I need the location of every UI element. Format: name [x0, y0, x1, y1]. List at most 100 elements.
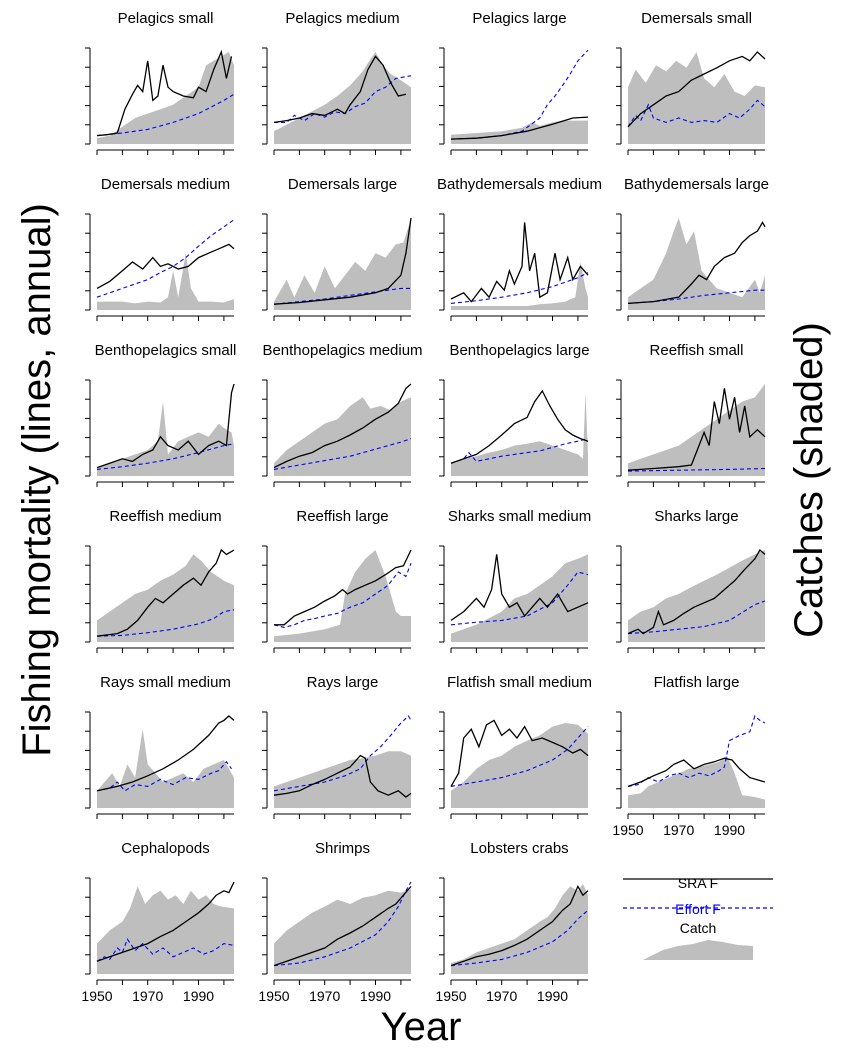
panel-title: Benthopelagics large	[449, 342, 589, 359]
catch-area	[628, 550, 765, 642]
panel-title: Flatfish large	[654, 674, 740, 691]
sra-line	[96, 49, 233, 137]
sra-line	[627, 51, 766, 128]
catch-area	[451, 392, 588, 476]
sra-line	[96, 383, 235, 469]
x-tick-label: 1950	[435, 988, 466, 1004]
panel: Demersals large	[262, 176, 412, 321]
effort-line	[96, 443, 235, 470]
panel: 1950 1970 1990 Shrimps	[258, 840, 412, 1004]
x-tick-label: 1990	[537, 988, 568, 1004]
effort-line	[627, 289, 765, 304]
panel: 1950 1970 1990 Flatfish large	[612, 674, 766, 838]
sra-line	[450, 222, 589, 303]
panel-title: Bathydemersals medium	[437, 176, 602, 193]
catch-area	[274, 889, 411, 974]
panel-title: Rays large	[307, 674, 379, 691]
panel-title: Cephalopods	[121, 840, 209, 857]
sra-line	[274, 549, 412, 626]
catch-area	[628, 384, 765, 476]
effort-line	[96, 609, 235, 637]
panel: Pelagics medium	[262, 10, 412, 155]
catch-area	[97, 253, 234, 310]
panel: Demersals medium	[85, 176, 235, 321]
panel-title: Demersals large	[288, 176, 397, 193]
panel: 1950 1970 1990 Lobsters crabs	[435, 840, 589, 1004]
panel: Sharks small medium	[439, 508, 591, 653]
y-axis-right-label: Catches (shaded)	[787, 322, 831, 638]
panel-title: Sharks small medium	[448, 508, 591, 525]
legend-catch-swatch	[643, 940, 753, 960]
effort-line	[273, 563, 412, 628]
sra-line	[96, 881, 235, 962]
panel-title: Lobsters crabs	[470, 840, 568, 857]
sra-line	[273, 55, 407, 124]
sra-line	[273, 383, 412, 469]
panel: Flatfish small medium	[439, 674, 592, 819]
catch-area	[274, 52, 411, 144]
catch-area	[97, 401, 234, 476]
sra-line	[627, 388, 766, 471]
sra-line	[450, 884, 589, 967]
panel: 1950 1970 1990 Cephalopods	[81, 840, 235, 1004]
sra-line	[96, 243, 235, 289]
effort-line	[273, 287, 411, 305]
effort-line	[96, 760, 232, 792]
panel: Benthopelagics large	[439, 342, 590, 487]
panel-title: Pelagics large	[472, 10, 566, 27]
effort-line	[273, 438, 412, 470]
panel-title: Demersals medium	[101, 176, 230, 193]
effort-line	[450, 571, 589, 626]
panel: Benthopelagics small	[85, 342, 236, 487]
panel-title: Benthopelagics small	[95, 342, 237, 359]
sra-line	[273, 217, 412, 305]
effort-line	[450, 726, 589, 787]
x-tick-label: 1970	[132, 988, 163, 1004]
effort-line	[96, 219, 235, 298]
y-axis-left-label: Fishing mortality (lines, annual)	[15, 203, 59, 757]
panel-title: Pelagics medium	[285, 10, 399, 27]
x-axis-label: Year	[381, 1005, 462, 1049]
catch-area	[274, 397, 411, 476]
catch-area	[97, 554, 234, 642]
catch-area	[97, 729, 234, 808]
catch-area	[274, 751, 411, 808]
sra-line	[450, 116, 589, 140]
legend-catch-label: Catch	[680, 920, 717, 936]
panel: Benthopelagics medium	[262, 342, 423, 487]
catch-area	[628, 218, 765, 310]
panel-title: Reeffish small	[650, 342, 744, 359]
catch-area	[274, 550, 411, 642]
catch-area	[451, 262, 588, 310]
x-tick-label: 1970	[309, 988, 340, 1004]
catch-area	[628, 52, 765, 144]
effort-line	[450, 272, 589, 304]
panel: Rays large	[262, 674, 412, 819]
panel-title: Pelagics small	[118, 10, 214, 27]
x-tick-label: 1950	[81, 988, 112, 1004]
legend-effort-label: Effort F	[675, 901, 721, 917]
panel: Reeffish small	[616, 342, 766, 487]
effort-line	[450, 909, 589, 967]
panel-title: Sharks large	[654, 508, 738, 525]
legend: SRA F Effort F Catch	[623, 875, 773, 960]
x-tick-label: 1990	[714, 822, 745, 838]
panel: Bathydemersals medium	[437, 176, 602, 321]
catch-area	[628, 755, 765, 808]
sra-line	[627, 221, 766, 305]
panel: Pelagics large	[439, 10, 589, 155]
effort-line	[96, 93, 235, 137]
x-tick-label: 1950	[258, 988, 289, 1004]
panel: Demersals small	[616, 10, 766, 155]
panel-title: Flatfish small medium	[447, 674, 592, 691]
panel-title: Rays small medium	[100, 674, 231, 691]
catch-area	[97, 886, 234, 974]
panel: Pelagics small	[85, 10, 235, 155]
catch-area	[274, 222, 411, 310]
panel-title: Demersals small	[641, 10, 752, 27]
catch-area	[451, 883, 588, 974]
sra-line	[450, 389, 589, 464]
panel-title: Reeffish medium	[109, 508, 221, 525]
sra-line	[273, 754, 412, 798]
